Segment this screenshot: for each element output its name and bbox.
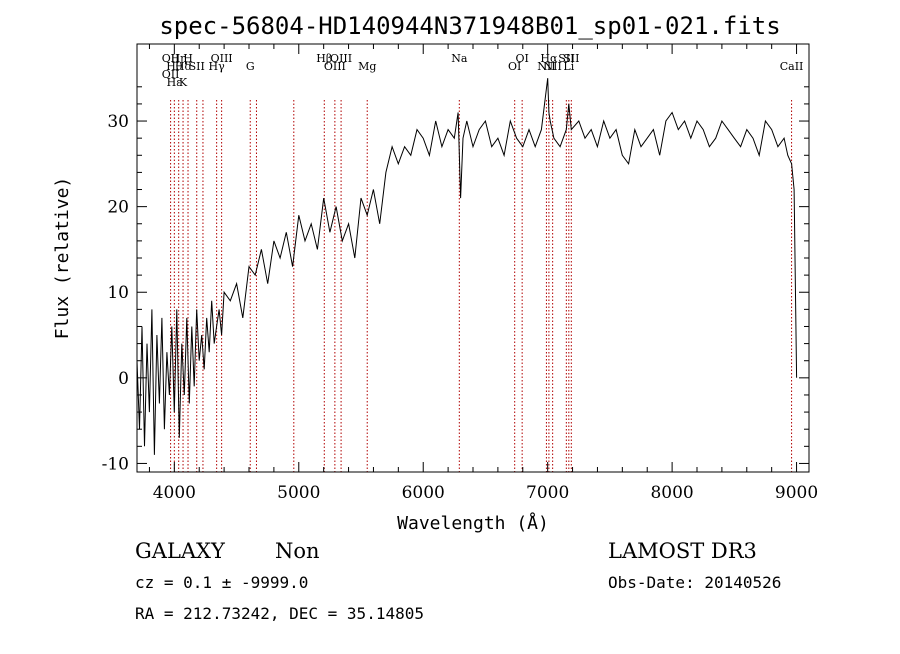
chart-title: spec-56804-HD140944N371948B01_sp01-021.f… xyxy=(159,12,780,40)
line-label: SII xyxy=(189,60,205,73)
line-label: Li xyxy=(563,60,574,73)
y-tick-label: 10 xyxy=(107,283,129,303)
x-tick-label: 9000 xyxy=(775,483,818,503)
object-subclass: Non xyxy=(275,539,320,563)
y-tick-label: 30 xyxy=(107,112,129,132)
line-label: Hε xyxy=(167,76,183,89)
line-label: SII xyxy=(558,52,574,65)
spectrum-series xyxy=(136,78,798,455)
x-tick-label: 5000 xyxy=(277,483,320,503)
line-label: Hδ xyxy=(175,60,192,73)
object-class: GALAXY xyxy=(135,539,226,563)
y-tick-label: -10 xyxy=(102,454,129,474)
line-label: Mg xyxy=(358,60,376,73)
ra-dec-text: RA = 212.73242, DEC = 35.14805 xyxy=(135,604,424,623)
line-label: OIII xyxy=(330,52,352,65)
line-label: H xyxy=(183,52,193,65)
line-label: Na xyxy=(451,52,468,65)
survey-name: LAMOST DR3 xyxy=(608,539,757,563)
x-tick-label: 7000 xyxy=(526,483,569,503)
x-axis-title: Wavelength (Å) xyxy=(397,512,549,534)
line-label: OII xyxy=(162,52,180,65)
line-label: OII xyxy=(162,68,180,81)
line-label: SII xyxy=(563,52,579,65)
line-label: NII xyxy=(537,60,555,73)
x-tick-label: 8000 xyxy=(650,483,693,503)
x-tick-label: 4000 xyxy=(153,483,196,503)
line-label: OI xyxy=(515,52,528,65)
line-label: Hα xyxy=(540,52,558,65)
plot-frame xyxy=(136,43,810,473)
line-label: G xyxy=(246,60,255,73)
line-label: OIII xyxy=(211,52,233,65)
obs-date: Obs-Date: 20140526 xyxy=(608,573,781,592)
line-label: Hθ xyxy=(166,60,183,73)
line-label: NII xyxy=(543,60,561,73)
line-label: Hγ xyxy=(209,60,226,73)
y-axis-title: Flux (relative) xyxy=(52,177,73,340)
line-label: CaII xyxy=(780,60,804,73)
line-label: K xyxy=(179,76,188,89)
y-tick-label: 0 xyxy=(118,369,129,389)
line-label: OIII xyxy=(324,60,346,73)
axis-ticks: 4000 5000 6000 7000 8000 9000 -10 0 10 20 30 xyxy=(102,44,818,503)
line-label: OI xyxy=(508,60,521,73)
y-tick-label: 20 xyxy=(107,198,129,218)
x-tick-label: 6000 xyxy=(402,483,445,503)
emission-line-markers xyxy=(170,100,793,472)
line-label: Hη xyxy=(171,52,187,65)
line-label: Hβ xyxy=(316,52,332,65)
redshift-text: cz = 0.1 ± -9999.0 xyxy=(135,573,308,592)
